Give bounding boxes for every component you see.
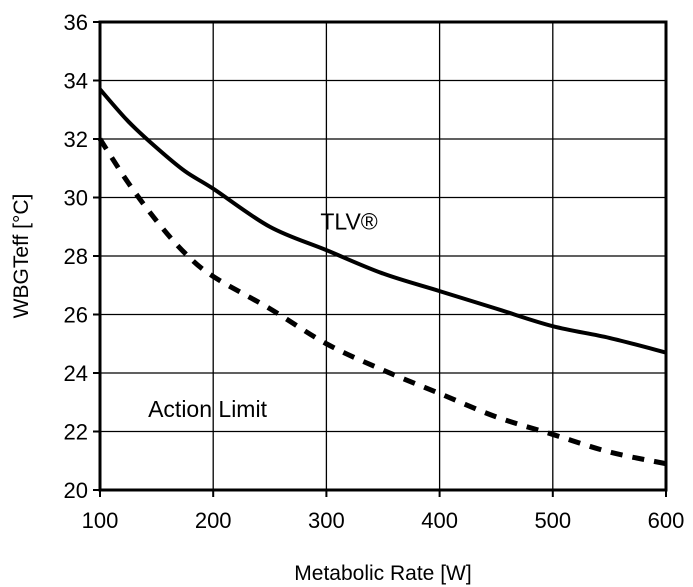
- x-tick-label: 300: [308, 508, 345, 533]
- y-tick-label: 32: [64, 127, 88, 152]
- x-tick-label: 200: [195, 508, 232, 533]
- x-tick-label: 100: [82, 508, 119, 533]
- y-tick-label: 34: [64, 69, 88, 94]
- series-lines: [97, 87, 667, 467]
- y-tick-label: 36: [64, 10, 88, 35]
- action-limit-line: [97, 137, 667, 467]
- x-tick-label: 500: [534, 508, 571, 533]
- y-tick-label: 26: [64, 303, 88, 328]
- y-tick-label: 20: [64, 478, 88, 503]
- x-tick-labels: 100 200 300 400 500 600: [82, 508, 685, 533]
- y-tick-labels: 20 22 24 26 28 30 32 34 36: [64, 10, 88, 503]
- y-tick-label: 24: [64, 361, 88, 386]
- tlv-line: [98, 87, 667, 355]
- y-tick-label: 30: [64, 186, 88, 211]
- grid-lines: [100, 22, 666, 490]
- y-tick-label: 28: [64, 244, 88, 269]
- annotations: TLV® Action Limit: [148, 209, 378, 422]
- y-axis-title: WBGTeff [°C]: [10, 194, 33, 319]
- tlv-annotation: TLV®: [320, 209, 377, 235]
- x-axis-title: Metabolic Rate [W]: [294, 562, 471, 585]
- tick-marks: [93, 21, 667, 497]
- x-tick-label: 400: [421, 508, 458, 533]
- x-tick-label: 600: [648, 508, 685, 533]
- y-tick-label: 22: [64, 420, 88, 445]
- action-limit-annotation: Action Limit: [148, 396, 267, 422]
